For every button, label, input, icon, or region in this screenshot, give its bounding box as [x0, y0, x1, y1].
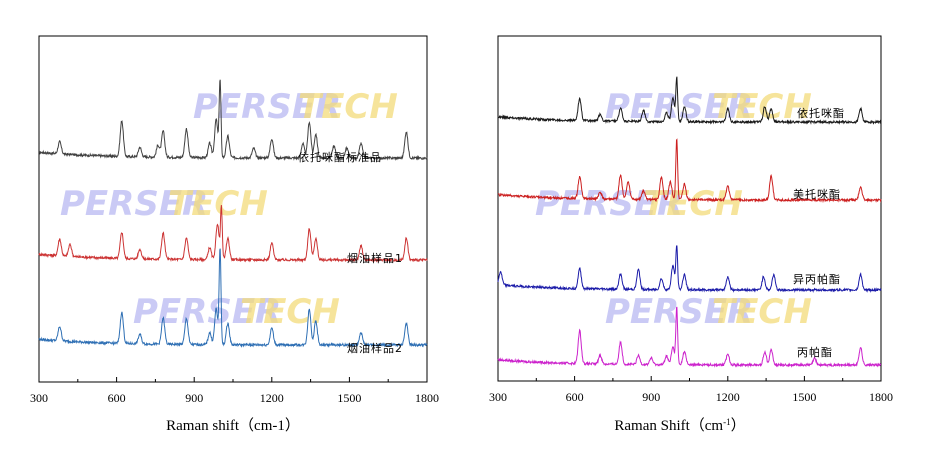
- right-series-label-3: 异丙帕酯: [793, 272, 841, 286]
- svg-text:TECH: TECH: [643, 184, 743, 224]
- right-series-group: [497, 76, 882, 368]
- right-series-label-2: 美托咪酯: [793, 187, 841, 201]
- svg-text:TECH: TECH: [298, 87, 398, 127]
- svg-text:PERSER: PERSER: [605, 292, 753, 332]
- left-tick-label-600: 600: [108, 391, 126, 405]
- watermark-left-1: PERSER TECH: [193, 87, 398, 127]
- left-series-line-1: [38, 79, 428, 161]
- right-series-label-1: 依托咪酯: [797, 106, 845, 120]
- left-x-axis-ticks: 300 600 900 1200 1500 1800: [30, 377, 439, 405]
- svg-text:TECH: TECH: [240, 292, 340, 332]
- left-tick-label-1800: 1800: [415, 391, 439, 405]
- right-tick-label-1500: 1500: [792, 390, 816, 404]
- left-tick-label-1200: 1200: [260, 391, 284, 405]
- right-x-axis-title: Raman Shift（cm-1）: [614, 417, 745, 434]
- svg-text:TECH: TECH: [168, 184, 268, 224]
- left-series-line-3: [38, 248, 428, 348]
- left-tick-label-1500: 1500: [337, 391, 361, 405]
- svg-text:TECH: TECH: [712, 292, 812, 332]
- left-series-label-2: 烟油样品1: [347, 251, 403, 265]
- watermark-right-3: PERSER TECH: [605, 292, 812, 332]
- right-tick-label-1200: 1200: [716, 390, 740, 404]
- right-series-label-4: 丙帕酯: [797, 345, 833, 359]
- watermark-left-3: PERSER TECH: [133, 292, 340, 332]
- right-series-line-1: [497, 76, 882, 125]
- left-series-label-1: 依托咪酯标准品: [298, 150, 382, 164]
- right-tick-label-300: 300: [489, 390, 507, 404]
- svg-text:PERSER: PERSER: [60, 184, 208, 224]
- right-tick-label-1800: 1800: [869, 390, 893, 404]
- right-series-line-3: [497, 245, 882, 294]
- svg-text:TECH: TECH: [712, 87, 812, 127]
- right-series-line-2: [497, 138, 882, 204]
- svg-text:PERSER: PERSER: [193, 87, 341, 127]
- left-series-group: [38, 79, 428, 348]
- svg-text:PERSER: PERSER: [133, 292, 281, 332]
- svg-text:PERSER: PERSER: [535, 184, 683, 224]
- right-tick-label-600: 600: [566, 390, 584, 404]
- watermark-right-2: PERSER TECH: [535, 184, 743, 224]
- left-tick-label-900: 900: [185, 391, 203, 405]
- right-series-line-4: [497, 306, 881, 368]
- left-x-axis-title: Raman shift（cm-1）: [166, 417, 300, 434]
- right-x-axis-ticks: 300 600 900 1200 1500 1800: [489, 376, 893, 404]
- watermark-left-2: PERSER TECH: [60, 184, 268, 224]
- left-tick-label-300: 300: [30, 391, 48, 405]
- right-tick-label-900: 900: [642, 390, 660, 404]
- left-series-line-2: [38, 205, 428, 263]
- left-series-label-3: 烟油样品2: [347, 341, 403, 355]
